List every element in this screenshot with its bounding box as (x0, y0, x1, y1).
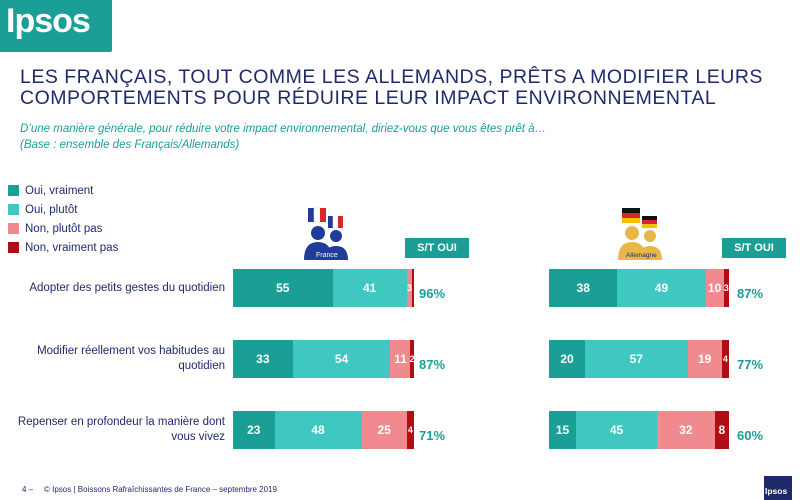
bar-segment: 23 (233, 411, 275, 449)
bar-value-label: 49 (654, 281, 669, 295)
bar-segment: 54 (292, 340, 391, 378)
france-flag-back (308, 207, 326, 223)
bar-segment: 20 (549, 340, 585, 378)
bar-segment: 57 (585, 340, 688, 378)
legend-item: Oui, plutôt (8, 200, 118, 219)
bar-segment: 19 (687, 340, 722, 378)
bar-value-label: 54 (334, 352, 349, 366)
st-oui-total: 77% (737, 357, 764, 372)
bar-value-label: 3 (406, 283, 412, 293)
bar-segment: 4 (406, 411, 414, 449)
bar-segment: 2 (410, 340, 414, 378)
bar-value-label: 4 (722, 354, 728, 364)
bar-value-label: 20 (560, 352, 574, 366)
legend-label: Oui, plutôt (25, 203, 78, 216)
bar-row-france: 33 54 11 2 (233, 340, 414, 378)
bar-segment: 15 (549, 411, 576, 449)
st-oui-total: 60% (737, 428, 764, 443)
france-icon-label: France (316, 252, 338, 259)
bar-segment: 3 (723, 269, 729, 307)
st-oui-total: 87% (737, 286, 764, 301)
title-line-2: COMPORTEMENTS POUR RÉDUIRE LEUR IMPACT E… (20, 87, 717, 109)
bar-row-france: 23 48 25 4 (233, 411, 414, 449)
bar-value-label: 33 (256, 352, 270, 366)
legend-swatch (8, 204, 19, 215)
bar-value-label: 41 (362, 281, 377, 295)
bar-segment: 41 (332, 269, 407, 307)
bar-value-label: 32 (679, 423, 693, 437)
page-title: LES FRANÇAIS, TOUT COMME LES ALLEMANDS, … (20, 67, 790, 109)
legend-label: Non, plutôt pas (25, 222, 103, 235)
legend-swatch (8, 223, 19, 234)
bar-value-label: 11 (394, 352, 407, 366)
bar-segment: 49 (617, 269, 706, 307)
legend: Oui, vraiment Oui, plutôt Non, plutôt pas N… (8, 181, 118, 257)
france-flag-front (328, 215, 343, 229)
bar-row-allemagne: 15 45 32 8 (549, 411, 729, 449)
bar-segment: 45 (576, 411, 657, 449)
bar-value-label: 23 (247, 423, 261, 437)
bar-segment: 10 (705, 269, 724, 307)
legend-item: Non, plutôt pas (8, 219, 118, 238)
page-number: 4 – (22, 485, 34, 494)
people-with-germany-flag-icon: Allemagne (618, 208, 662, 260)
legend-swatch (8, 242, 19, 253)
bar-segment: 48 (274, 411, 362, 449)
logo-text: Ipsos (6, 2, 91, 40)
bar-segment: 8 (714, 411, 729, 449)
bar-row-france: 55 41 3 (233, 269, 414, 307)
germany-flag-back (622, 208, 640, 223)
bar-value-label: 57 (629, 352, 643, 366)
people-with-france-flag-icon: France (304, 207, 348, 260)
bar-value-label: 10 (707, 281, 722, 295)
bar-segment: 38 (549, 269, 618, 307)
row-label: Repenser en profondeur la manière dont v… (17, 416, 225, 443)
row-label: Adopter des petits gestes du quotidien (29, 282, 225, 294)
bar-row-allemagne: 38 49 10 3 (549, 269, 729, 307)
bar-value-label: 3 (723, 283, 729, 293)
st-oui-header-france: S/T OUI (405, 238, 469, 258)
bar-segment: 25 (361, 411, 407, 449)
title-line-1: LES FRANÇAIS, TOUT COMME LES ALLEMANDS, … (20, 66, 763, 88)
bar-segment: 33 (233, 340, 293, 378)
bar-value-label: 55 (276, 281, 290, 295)
question-text: D’une manière générale, pour réduire vot… (20, 123, 547, 135)
footer-logo-text: Ipsos (765, 486, 788, 496)
footer-text: © Ipsos | Boissons Rafraîchissantes de F… (44, 485, 277, 494)
legend-swatch (8, 185, 19, 196)
bar-value-label: 8 (718, 423, 726, 437)
footer-ipsos-logo: Ipsos (764, 476, 792, 500)
bar-segment: 3 (406, 269, 413, 307)
st-oui-total: 87% (419, 357, 446, 372)
bar-value-label: 15 (555, 423, 570, 437)
bar-segment: 32 (657, 411, 715, 449)
bar-value-label: 19 (698, 352, 712, 366)
legend-item: Non, vraiment pas (8, 238, 118, 257)
bar-row-allemagne: 20 57 19 4 (549, 340, 729, 378)
st-oui-total: 96% (419, 286, 446, 301)
bar-value-label: 48 (311, 423, 325, 437)
bar-segment: 55 (233, 269, 333, 307)
bar-value-label: 4 (407, 425, 413, 435)
bar-value-label: 2 (410, 354, 414, 364)
bar-value-label: 45 (609, 423, 624, 437)
row-label: Modifier réellement vos habitudes au quo… (37, 345, 225, 372)
ipsos-logo: Ipsos (0, 0, 112, 52)
bar-value-label: 25 (377, 423, 391, 437)
germany-flag-front (642, 216, 657, 228)
bar-segment: 11 (390, 340, 411, 378)
bar-segment (412, 269, 414, 307)
legend-item: Oui, vraiment (8, 181, 118, 200)
germany-icon-label: Allemagne (626, 252, 657, 259)
bar-value-label: 38 (576, 281, 590, 295)
legend-label: Non, vraiment pas (25, 241, 119, 254)
base-text: (Base : ensemble des Français/Allemands) (20, 139, 240, 151)
st-oui-total: 71% (419, 428, 446, 443)
bar-segment: 4 (721, 340, 729, 378)
legend-label: Oui, vraiment (25, 184, 94, 197)
st-oui-header-germany: S/T OUI (722, 238, 786, 258)
